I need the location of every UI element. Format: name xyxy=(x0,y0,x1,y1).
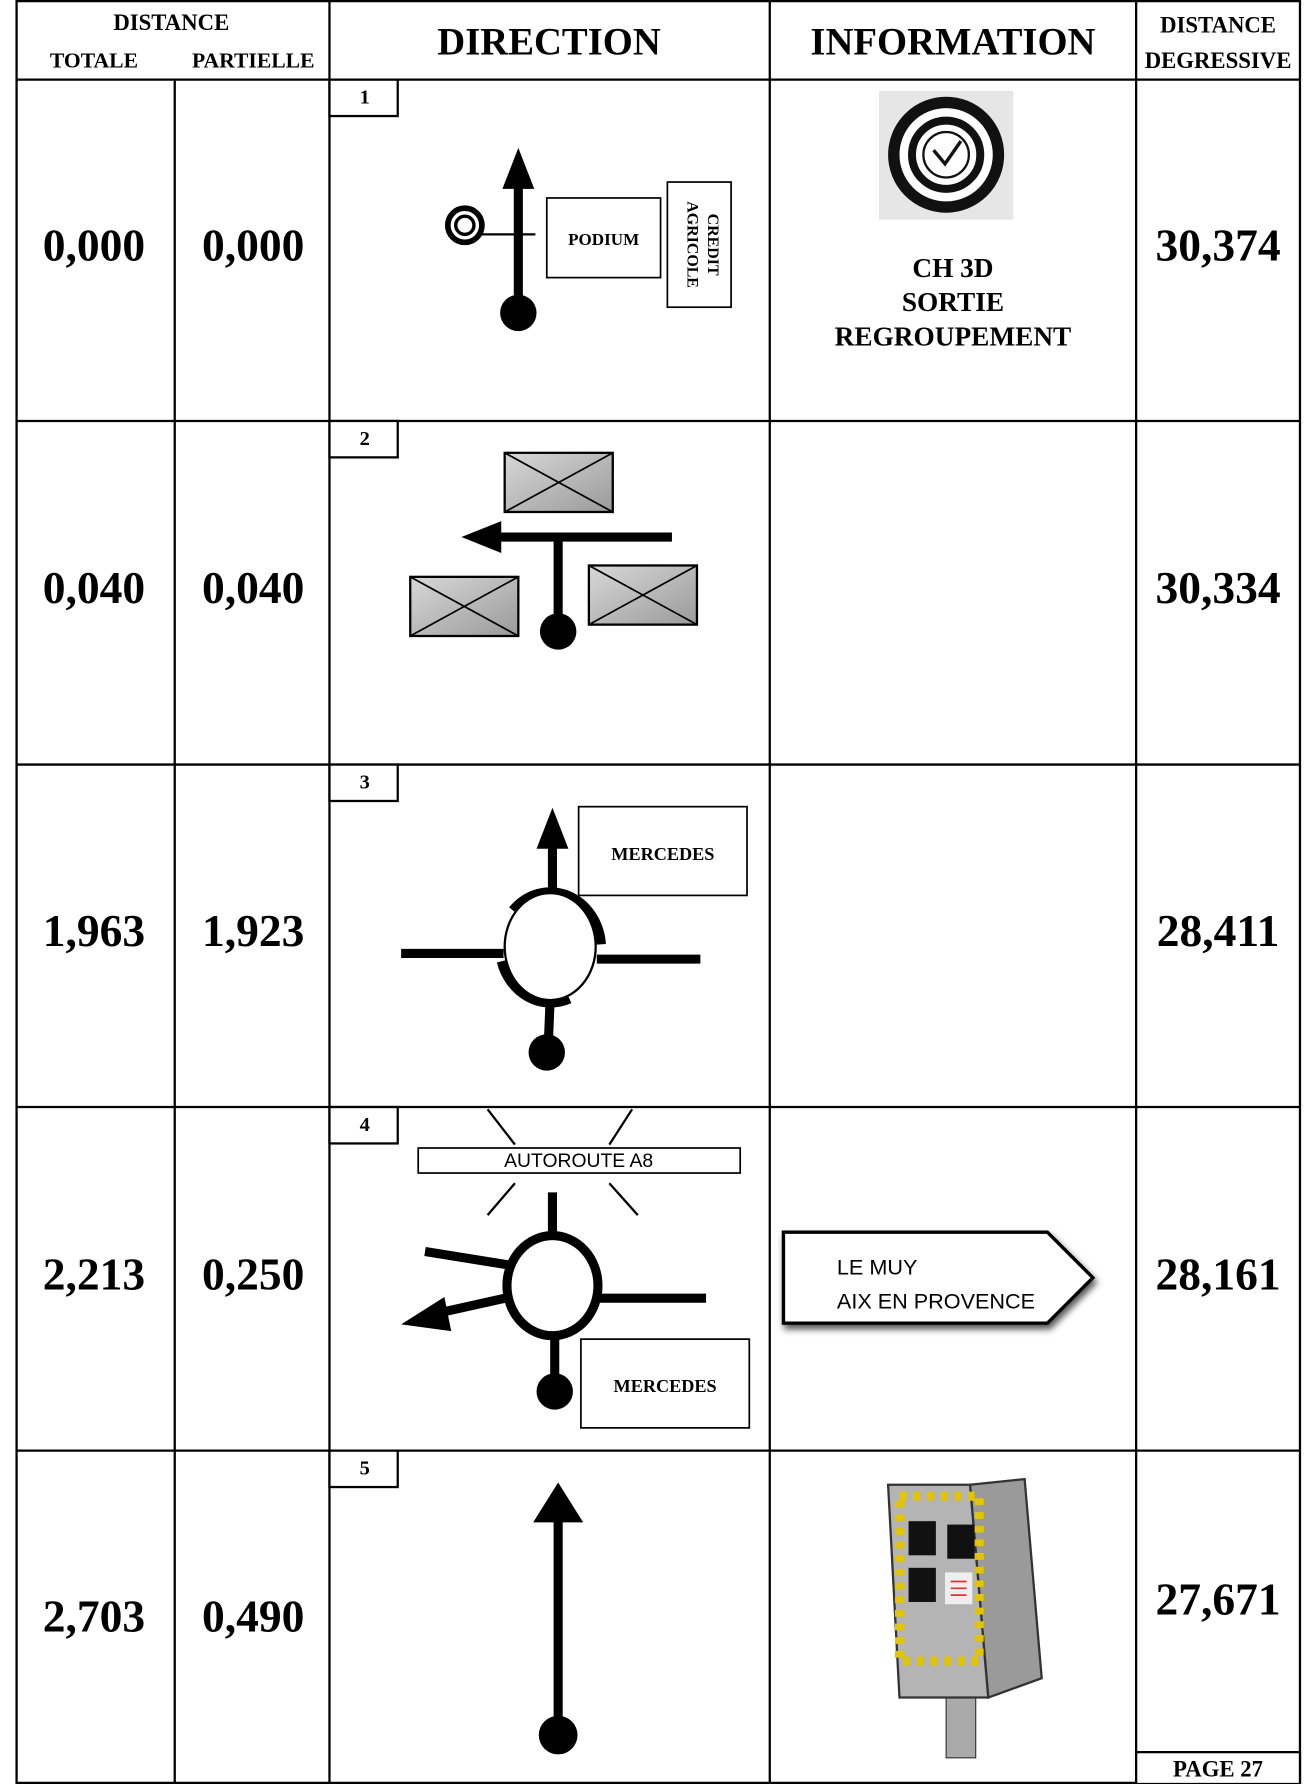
diagram xyxy=(533,1482,584,1755)
shape xyxy=(545,197,662,279)
step-number-box xyxy=(328,1449,399,1489)
distance-degressive: 28,411 xyxy=(1157,905,1280,956)
distance-degressive: 30,334 xyxy=(1155,562,1280,613)
header-information: INFORMATION xyxy=(810,21,1095,63)
shape xyxy=(922,130,971,179)
distance-totale: 1,963 xyxy=(43,905,145,956)
shape xyxy=(536,807,569,849)
shape xyxy=(577,805,748,897)
diagram xyxy=(401,805,748,1071)
shape xyxy=(461,521,502,553)
shape xyxy=(580,1338,751,1429)
distance-degressive: 30,374 xyxy=(1155,220,1280,271)
diagram xyxy=(444,147,732,332)
distance-partielle: 0,000 xyxy=(202,220,304,271)
shape xyxy=(539,613,577,650)
header-distance: DISTANCE xyxy=(113,10,229,35)
direction-label: MERCEDES xyxy=(614,1376,717,1396)
shape xyxy=(950,1580,967,1596)
shape xyxy=(486,1108,639,1216)
step-number-box xyxy=(328,419,399,459)
shape xyxy=(932,140,963,167)
distance-totale: 0,000 xyxy=(43,220,145,271)
shape xyxy=(500,294,537,332)
diagram xyxy=(401,1108,1096,1429)
stopwatch-icon xyxy=(879,91,1014,220)
distance-totale: 0,040 xyxy=(43,562,145,613)
speed-camera-icon xyxy=(886,1477,1043,1759)
header-totale: TOTALE xyxy=(50,49,138,73)
distance-totale: 2,213 xyxy=(43,1248,145,1299)
distance-degressive: 28,161 xyxy=(1155,1248,1280,1299)
distance-partielle: 0,040 xyxy=(202,562,304,613)
step-number: 4 xyxy=(360,1114,370,1136)
shape xyxy=(908,1567,936,1602)
shape xyxy=(409,576,519,637)
step-number: 2 xyxy=(360,428,370,450)
diagram xyxy=(409,451,699,650)
shape xyxy=(503,892,597,1002)
information-text: SORTIE xyxy=(902,287,1004,317)
step-number-box xyxy=(328,78,399,118)
shape xyxy=(533,1482,584,1523)
step-number: 1 xyxy=(360,87,370,109)
step-number-box xyxy=(328,1105,399,1145)
header-degressive: DISTANCE xyxy=(1160,13,1276,38)
header-degressive: DEGRESSIVE xyxy=(1145,48,1292,73)
shape xyxy=(536,1373,573,1410)
shape xyxy=(947,1524,975,1559)
direction-label: MERCEDES xyxy=(611,844,714,864)
direction-label: CREDIT xyxy=(704,214,721,276)
distance-partielle: 0,490 xyxy=(202,1591,304,1642)
shape xyxy=(496,887,606,1008)
distance-degressive: 27,671 xyxy=(1155,1574,1280,1625)
step-number: 3 xyxy=(360,772,370,794)
information-text: LE MUY xyxy=(837,1254,917,1279)
shape xyxy=(908,1521,936,1556)
shape xyxy=(454,214,476,237)
shape xyxy=(781,1230,1096,1325)
shape xyxy=(424,1247,512,1270)
information-text: REGROUPEMENT xyxy=(835,321,1072,351)
shape xyxy=(437,1292,512,1318)
distance-partielle: 0,250 xyxy=(202,1248,304,1299)
shape xyxy=(401,1297,452,1332)
distance-partielle: 1,923 xyxy=(202,905,304,956)
header-direction: DIRECTION xyxy=(437,21,661,63)
page-number: PAGE 27 xyxy=(1173,1757,1263,1782)
distance-totale: 2,703 xyxy=(43,1591,145,1642)
shape xyxy=(908,116,985,193)
direction-label: PODIUM xyxy=(568,230,639,249)
direction-label: AGRICOLE xyxy=(684,201,701,288)
shape xyxy=(945,1694,977,1759)
shape xyxy=(417,1147,742,1174)
shape xyxy=(504,452,614,513)
shape xyxy=(528,1034,565,1071)
shape xyxy=(502,1231,603,1341)
shape xyxy=(538,1715,578,1755)
shape xyxy=(502,147,535,189)
page-box xyxy=(1134,1751,1302,1784)
step-number: 5 xyxy=(360,1458,370,1480)
information-text: CH 3D xyxy=(912,253,993,283)
shape xyxy=(588,564,698,626)
information-text: AIX EN PROVENCE xyxy=(837,1288,1035,1313)
step-number-box xyxy=(328,763,399,803)
header-partielle: PARTIELLE xyxy=(192,49,315,73)
row-values: 0,000 0,000 30,374 1 0,040 0,040 30,334 2 1,963 1… xyxy=(43,78,1281,1642)
direction-label: AUTOROUTE A8 xyxy=(504,1150,653,1172)
shape xyxy=(666,181,732,309)
